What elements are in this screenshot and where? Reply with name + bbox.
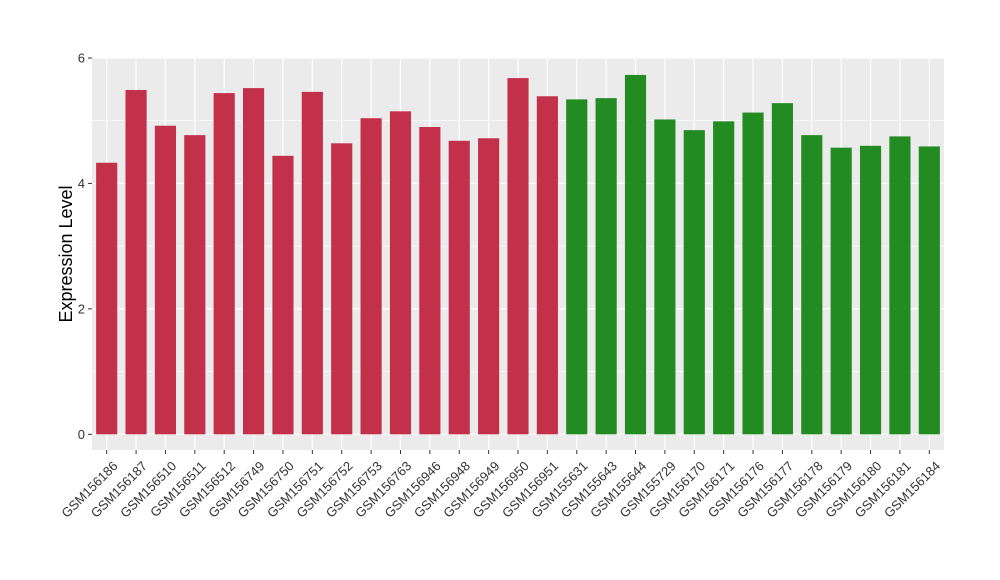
bar-gsm156949 bbox=[478, 138, 500, 435]
bar-gsm155644 bbox=[624, 74, 647, 435]
x-axis: GSM156186GSM156187GSM156510GSM156511GSM1… bbox=[58, 450, 943, 521]
bar-gsm156749 bbox=[243, 88, 265, 435]
bar-gsm156177 bbox=[771, 103, 793, 435]
bar-gsm156184 bbox=[918, 146, 940, 435]
bar-gsm156176 bbox=[742, 112, 764, 435]
bar-gsm156186 bbox=[96, 162, 118, 435]
bar-gsm156170 bbox=[683, 130, 705, 435]
bar-gsm156179 bbox=[830, 147, 852, 435]
bar-gsm156751 bbox=[301, 91, 323, 435]
bar-gsm155631 bbox=[566, 99, 588, 435]
bar-gsm156187 bbox=[125, 89, 147, 435]
bar-gsm156750 bbox=[272, 155, 294, 435]
bar-gsm156510 bbox=[154, 125, 177, 435]
bar-gsm156512 bbox=[213, 93, 235, 435]
bar-gsm156950 bbox=[507, 78, 529, 435]
bar-gsm156178 bbox=[801, 135, 823, 435]
y-axis-title: Expression Level bbox=[56, 185, 76, 322]
bar-gsm155643 bbox=[595, 98, 617, 435]
bar-gsm156951 bbox=[536, 96, 558, 435]
bar-gsm155729 bbox=[654, 119, 676, 435]
y-tick-label: 4 bbox=[78, 176, 85, 191]
bar-gsm156752 bbox=[331, 143, 353, 435]
bar-gsm156511 bbox=[184, 135, 206, 435]
y-tick-label: 2 bbox=[78, 301, 85, 316]
bar-gsm156181 bbox=[889, 136, 911, 435]
bar-gsm156948 bbox=[448, 140, 470, 435]
bar-gsm156753 bbox=[360, 118, 382, 435]
y-tick-label: 0 bbox=[78, 427, 85, 442]
bar-gsm156171 bbox=[713, 121, 735, 435]
bars bbox=[96, 74, 940, 435]
bar-gsm156180 bbox=[859, 145, 882, 435]
y-axis: 0 2 4 6 bbox=[78, 51, 92, 442]
bar-gsm156763 bbox=[389, 111, 412, 435]
y-tick-label: 6 bbox=[78, 51, 85, 66]
bar-gsm156946 bbox=[419, 126, 441, 435]
